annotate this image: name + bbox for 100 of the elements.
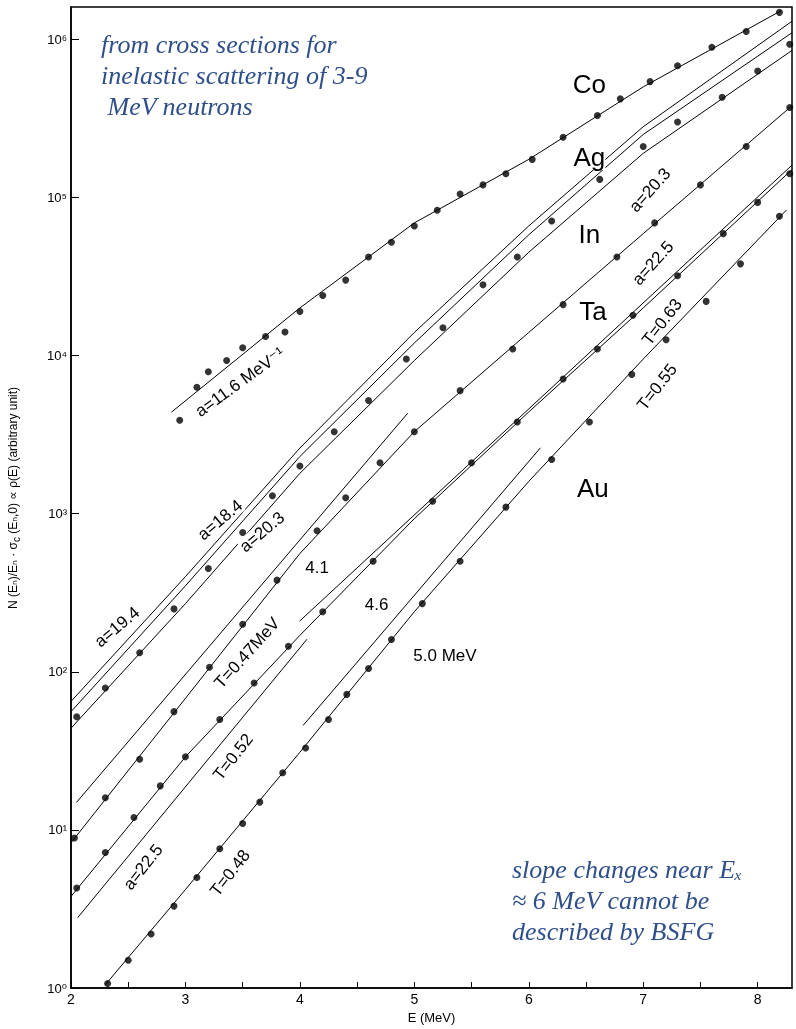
point xyxy=(170,708,178,716)
point xyxy=(239,819,247,827)
point xyxy=(628,370,636,378)
point xyxy=(223,357,231,365)
point xyxy=(646,78,654,86)
point xyxy=(786,170,794,178)
y-tick-label: 10⁰ xyxy=(47,980,67,996)
point xyxy=(330,428,338,436)
annotation: Co xyxy=(572,69,607,100)
point xyxy=(256,798,264,806)
point xyxy=(387,238,395,246)
point xyxy=(402,355,410,363)
annotation: Ag xyxy=(573,142,606,173)
point xyxy=(639,142,647,150)
point xyxy=(342,276,350,284)
point xyxy=(593,345,601,353)
point xyxy=(674,62,682,70)
point xyxy=(513,418,521,426)
point xyxy=(124,956,132,964)
y-tick-label: 10⁴ xyxy=(46,348,67,364)
point xyxy=(593,111,601,119)
point xyxy=(674,118,682,126)
point xyxy=(262,332,270,340)
point xyxy=(296,307,304,315)
x-tick-label: 7 xyxy=(639,991,648,1008)
point xyxy=(365,253,373,261)
point xyxy=(156,782,164,790)
point xyxy=(319,291,327,299)
point xyxy=(502,170,510,178)
point xyxy=(548,217,556,225)
point xyxy=(284,642,292,650)
annotation: slope changes near Eₓ≈ 6 MeV cannot be described by BSFG xyxy=(512,855,743,946)
x-tick-label: 6 xyxy=(524,991,533,1008)
point xyxy=(509,345,517,353)
point xyxy=(502,503,510,511)
point xyxy=(73,713,81,721)
point xyxy=(73,884,81,892)
annotation: In xyxy=(578,218,601,249)
point xyxy=(268,492,276,500)
point xyxy=(596,175,604,183)
point xyxy=(696,181,704,189)
point xyxy=(429,497,437,505)
point xyxy=(365,396,373,404)
point xyxy=(742,28,750,35)
point xyxy=(775,8,783,16)
y-tick-label: 10⁶ xyxy=(47,31,67,47)
point xyxy=(651,219,659,227)
point xyxy=(786,40,794,48)
point xyxy=(101,684,109,692)
point xyxy=(559,301,567,309)
annotation: Ta xyxy=(579,296,608,327)
point xyxy=(193,874,201,882)
x-tick-label: 3 xyxy=(181,991,190,1008)
point xyxy=(325,715,332,723)
point xyxy=(410,222,418,230)
y-tick-label: 10⁵ xyxy=(47,189,67,205)
point xyxy=(70,834,78,842)
point xyxy=(302,744,310,752)
point xyxy=(410,428,418,436)
point xyxy=(387,636,395,644)
point xyxy=(204,368,212,376)
point xyxy=(136,649,144,657)
point xyxy=(775,212,783,220)
point xyxy=(708,43,716,51)
y-tick-label: 10¹ xyxy=(48,822,68,838)
point xyxy=(754,67,762,75)
point xyxy=(754,198,762,206)
point xyxy=(456,557,464,565)
annotation: 4.1 xyxy=(305,558,329,578)
annotation: from cross sections for inelastic scattering of 3-9 MeV neutrons xyxy=(101,30,368,121)
point xyxy=(369,557,377,565)
point xyxy=(279,769,287,777)
point xyxy=(468,459,476,467)
point xyxy=(718,93,726,101)
point xyxy=(216,715,224,723)
point xyxy=(559,375,567,383)
point xyxy=(101,794,109,802)
point xyxy=(342,494,350,502)
point xyxy=(513,253,521,261)
point xyxy=(296,462,304,470)
x-tick-label: 8 xyxy=(753,991,762,1008)
point xyxy=(616,95,624,103)
x-tick-label: 2 xyxy=(67,991,76,1008)
point xyxy=(319,608,327,616)
x-tick-label: 4 xyxy=(295,991,304,1008)
annotation: Au xyxy=(576,473,609,504)
point xyxy=(719,230,727,238)
point xyxy=(343,690,351,698)
point xyxy=(181,753,189,761)
annotation: 5.0 MeV xyxy=(413,645,478,665)
point xyxy=(559,133,567,141)
point xyxy=(136,755,144,763)
point xyxy=(101,849,109,857)
x-tick-label: 5 xyxy=(410,991,419,1008)
point xyxy=(439,324,447,332)
point xyxy=(737,260,744,268)
point xyxy=(786,104,794,112)
point xyxy=(205,663,213,671)
annotation: 4.6 xyxy=(364,595,389,615)
point xyxy=(433,206,441,214)
